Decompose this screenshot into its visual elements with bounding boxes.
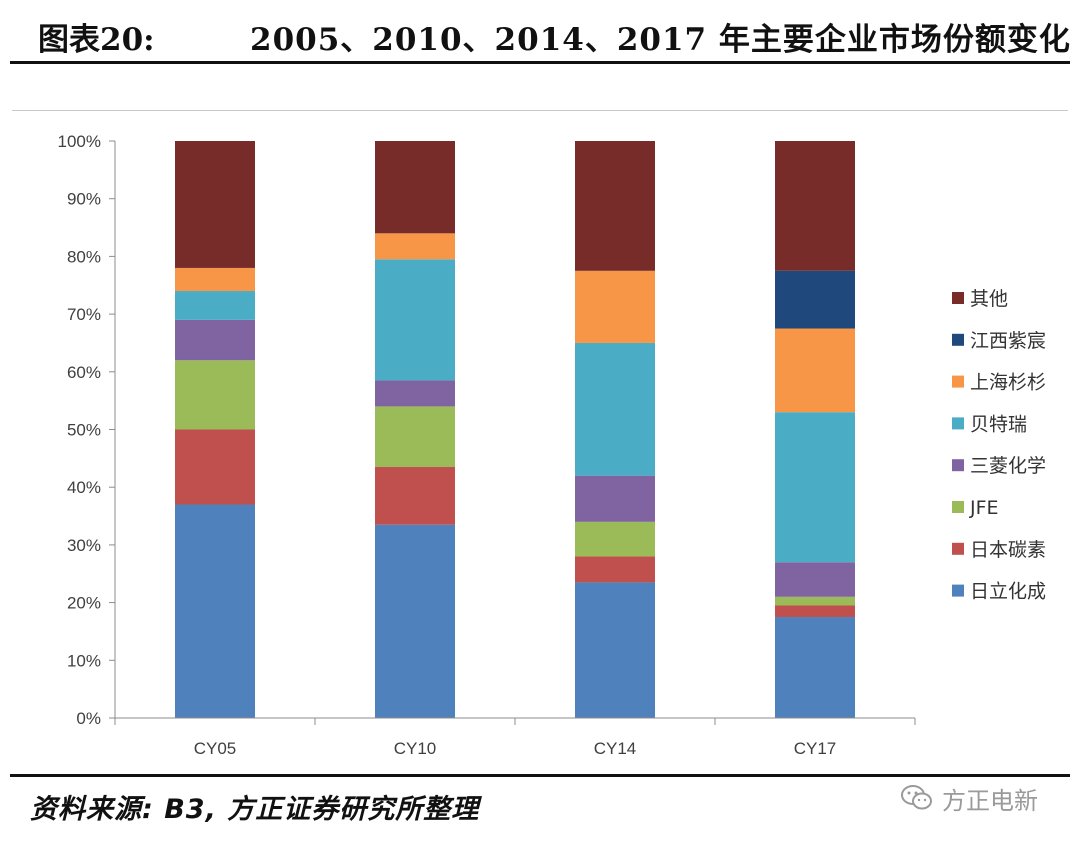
bar-segment xyxy=(175,141,255,268)
bar-segment xyxy=(375,380,455,407)
legend-label: 上海杉杉 xyxy=(970,372,1046,394)
watermark-text: 方正电新 xyxy=(942,786,1038,815)
y-tick-label: 20% xyxy=(67,594,101,613)
legend-label: 日本碳素 xyxy=(970,539,1046,561)
figure-title: 2005、2010、2014、2017 年主要企业市场份额变化 xyxy=(250,22,1071,58)
y-tick-label: 50% xyxy=(67,421,101,440)
bar-segment xyxy=(575,582,655,718)
bar-segment xyxy=(175,291,255,320)
watermark: 方正电新 xyxy=(900,780,1038,816)
source-note: 资料来源: B3, 方正证券研究所整理 xyxy=(30,794,480,825)
bar-segment xyxy=(175,319,255,361)
legend-label: 江西紫宸 xyxy=(970,330,1046,352)
bar-segment xyxy=(775,328,855,413)
bar-segment xyxy=(175,504,255,718)
y-tick-label: 0% xyxy=(76,709,101,728)
bar-segment xyxy=(775,412,855,563)
y-tick-label: 80% xyxy=(67,247,101,266)
y-tick-label: 90% xyxy=(67,190,101,209)
bar-segment xyxy=(775,617,855,718)
bar-segment xyxy=(575,475,655,522)
legend-swatch xyxy=(952,292,964,304)
legend-swatch xyxy=(952,417,964,430)
y-tick-label: 30% xyxy=(67,536,101,555)
bar-segment xyxy=(175,429,255,505)
y-tick-label: 100% xyxy=(58,132,101,151)
bar-segment xyxy=(375,233,455,260)
footer-rule xyxy=(10,774,1070,777)
bar-segment xyxy=(375,141,455,234)
legend-swatch xyxy=(952,333,964,346)
bar-segment xyxy=(375,259,455,381)
bar-segment xyxy=(575,141,655,271)
y-tick-label: 70% xyxy=(67,305,101,324)
bar-segment xyxy=(775,562,855,597)
y-tick-label: 40% xyxy=(67,478,101,497)
x-tick-label: CY05 xyxy=(194,739,237,758)
bar-segment xyxy=(775,141,855,271)
chart-area: 0% 10% 20% 30% 40% 50% 60% 70% 80% 90% 100% CY05 CY1… xyxy=(12,110,1068,771)
figure-label: 图表20: xyxy=(38,22,155,58)
figure-header: 图表20: 2005、2010、2014、2017 年主要企业市场份额变化 xyxy=(0,0,1080,64)
bar-segment xyxy=(375,524,455,718)
y-tick-label: 10% xyxy=(67,651,101,670)
legend-swatch xyxy=(952,375,964,388)
header-rule xyxy=(10,61,1070,64)
legend-label: JFE xyxy=(969,497,999,519)
legend-label: 贝特瑞 xyxy=(970,413,1027,435)
legend-label: 其他 xyxy=(970,288,1008,310)
bar-segment xyxy=(575,342,655,476)
legend-label: 日立化成 xyxy=(970,581,1046,603)
bar-segment xyxy=(775,270,855,329)
wechat-icon xyxy=(901,785,932,810)
bar-segment xyxy=(775,605,855,618)
y-tick-label: 60% xyxy=(67,363,101,382)
legend-swatch xyxy=(952,459,964,472)
bar-segment xyxy=(375,406,455,468)
bar-segment xyxy=(575,270,655,343)
bar-segment xyxy=(175,267,255,292)
legend-swatch xyxy=(952,501,964,513)
x-tick-label: CY10 xyxy=(394,739,437,758)
bar-segment xyxy=(175,360,255,430)
legend-label: 三菱化学 xyxy=(970,455,1046,477)
bar-segment xyxy=(575,556,655,583)
bar-segment xyxy=(375,467,455,525)
legend-swatch xyxy=(952,584,964,597)
stacked-bar-chart: 0% 10% 20% 30% 40% 50% 60% 70% 80% 90% 100% CY05 CY1… xyxy=(58,132,1047,758)
x-tick-label: CY17 xyxy=(794,739,837,758)
bar-segment xyxy=(775,596,855,606)
x-tick-label: CY14 xyxy=(594,739,637,758)
bar-segment xyxy=(575,521,655,557)
legend-swatch xyxy=(952,542,964,555)
